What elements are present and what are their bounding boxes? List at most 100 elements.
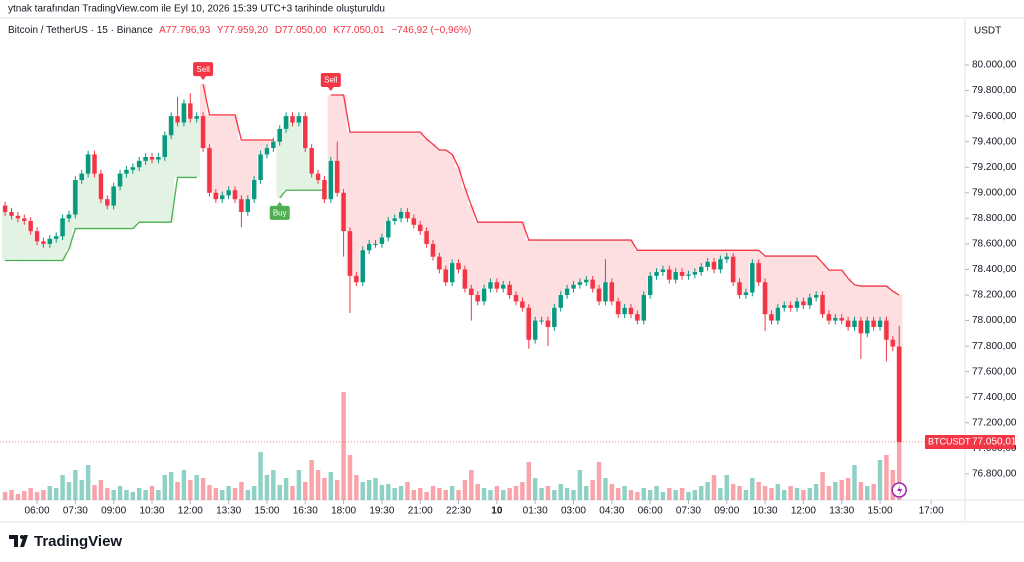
logo-text: TradingView [34,533,122,550]
volume-bar [315,470,321,500]
trend-fill [455,167,462,270]
volume-bar [743,490,749,500]
candle-body [245,199,251,212]
volume-bar [175,482,180,500]
trend-fill [800,256,807,306]
volume-bar [168,472,174,500]
signal-badge [320,73,341,88]
trend-fill [474,222,481,302]
candle-body [794,301,800,308]
candle-body [762,282,768,315]
candle-body [558,295,563,308]
volume-bar [239,482,244,500]
trend-fill [442,149,449,283]
trend-fill [531,240,539,321]
trend-fill [691,250,699,273]
trend-fill [91,173,98,229]
volume-bar [213,488,219,500]
signal-badge [193,62,214,77]
trend-fill [302,148,309,191]
trend-fill [123,169,130,229]
y-tick-label: 77.400,00 [972,392,1017,403]
candle-body [79,173,84,181]
trend-fill [27,231,34,261]
candle-body [341,192,346,232]
trend-fill [104,205,111,229]
candle-body [98,173,104,200]
trend-fill [685,250,692,275]
candle-body [296,116,302,123]
y-tick-label: 78.200,00 [972,290,1017,301]
volume-bar [341,392,346,500]
volume-bar [264,475,270,500]
volume-bar [494,486,500,500]
volume-bar [641,488,646,500]
trend-fill [525,240,532,340]
candle-body [890,339,896,347]
last-price-name: BTCUSDT [928,436,971,446]
candle-body [124,169,129,174]
x-tick-label: 12:00 [791,506,816,517]
trend-fill [142,157,149,223]
trend-fill [461,187,469,289]
candle-body [488,282,493,289]
volume-bar [181,470,187,500]
candle-body [807,297,813,306]
volume-bar [430,486,436,500]
x-tick-label: 17:00 [919,506,944,517]
candle-body [692,272,698,275]
candle-body [858,320,864,334]
candle-body [737,282,742,296]
candle-body [775,307,781,321]
candle-body [520,301,525,308]
trend-fill [659,250,667,270]
candle-body [207,148,212,193]
trend-fill [353,132,360,283]
volume-bar [379,485,385,500]
trend-fill [500,222,507,285]
volume-bar [9,490,14,500]
candle-body [53,236,59,239]
candle-body [373,243,378,245]
volume-bar [232,488,238,500]
volume-bar [73,470,78,500]
trend-fill [46,238,54,261]
candle-body [877,320,883,327]
volume-bar [609,484,615,500]
trend-fill [857,286,865,334]
candle-body [679,272,685,276]
volume-bar [871,484,876,500]
candle-body [577,282,583,285]
volume-bar [820,472,825,500]
volume-bar [558,484,563,500]
volume-bar [488,490,493,500]
candle-body [596,288,602,302]
trend-fill [480,222,488,289]
trend-fill [672,250,679,273]
candle-body [417,224,423,232]
trend-fill [174,122,181,178]
volume-bar [858,482,864,500]
candle-body [743,292,749,296]
volume-bar [411,490,417,500]
volume-bar [686,492,691,500]
trend-fill [327,95,335,161]
candle-body [609,282,615,302]
trend-fill [749,250,756,264]
volume-bar [34,492,40,500]
volume-bar [469,470,474,500]
candle-body [552,307,557,327]
trend-fill [666,250,673,280]
candle-body [271,141,276,149]
volume-bar [456,490,461,500]
trend-fill [876,286,884,321]
candle-body [379,237,385,244]
trend-fill [84,154,92,229]
candle-body [603,282,608,302]
volume-bar [328,472,334,500]
candle-body [22,218,27,221]
y-tick-label: 77.200,00 [972,417,1017,428]
trend-fill [838,270,845,321]
candle-body [28,220,33,232]
volume-bar [552,490,557,500]
